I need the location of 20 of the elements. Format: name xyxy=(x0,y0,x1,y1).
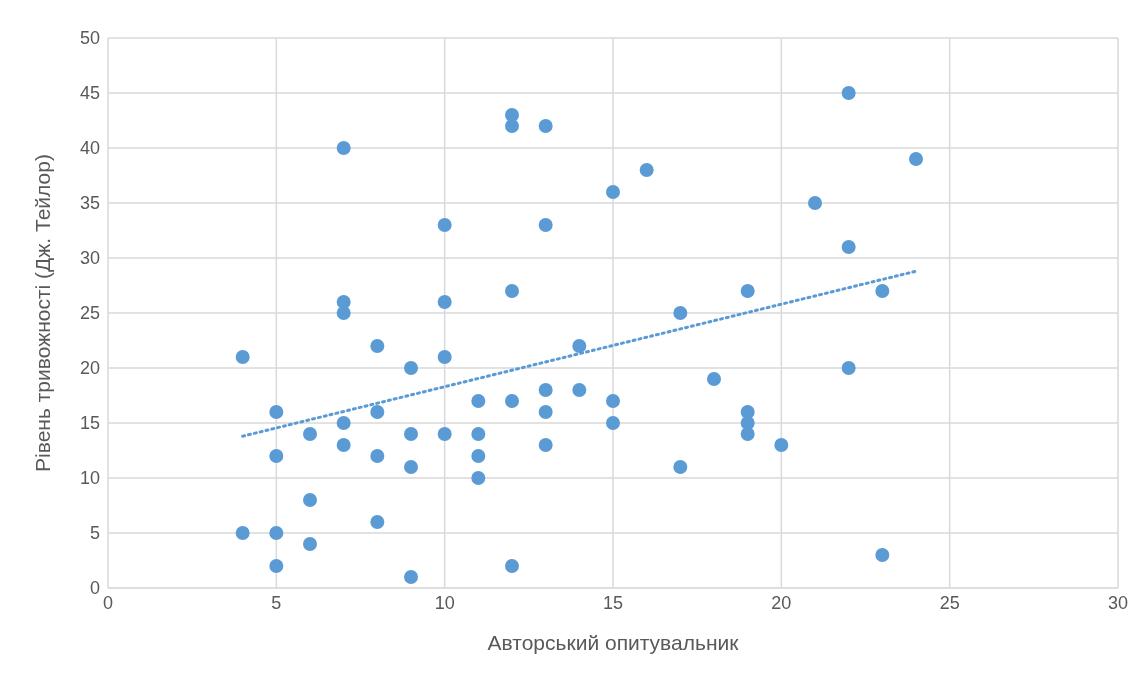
x-tick-label: 30 xyxy=(1107,592,1129,613)
x-tick-label: 15 xyxy=(602,592,624,613)
x-tick-label: 0 xyxy=(102,592,114,613)
y-tick-label: 30 xyxy=(79,248,100,269)
y-tick-label: 45 xyxy=(79,83,100,104)
x-axis-title: Авторський опитувальник xyxy=(487,631,740,654)
y-tick-label: 25 xyxy=(79,303,100,324)
y-tick-label: 20 xyxy=(79,358,100,379)
y-axis-title: Рівень тривожності (Дж. Тейлор) xyxy=(31,154,55,472)
y-tick-label: 15 xyxy=(79,413,100,434)
y-tick-label: 10 xyxy=(79,468,100,489)
y-tick-label: 40 xyxy=(79,138,100,159)
x-tick-label: 10 xyxy=(434,592,455,613)
x-tick-label: 25 xyxy=(939,592,960,613)
y-tick-label: 50 xyxy=(79,28,100,49)
y-tick-label: 5 xyxy=(89,523,100,544)
x-tick-label: 20 xyxy=(771,592,792,613)
x-tick-label: 5 xyxy=(271,592,282,613)
y-tick-label: 35 xyxy=(79,193,100,214)
y-tick-label: 0 xyxy=(89,578,100,599)
